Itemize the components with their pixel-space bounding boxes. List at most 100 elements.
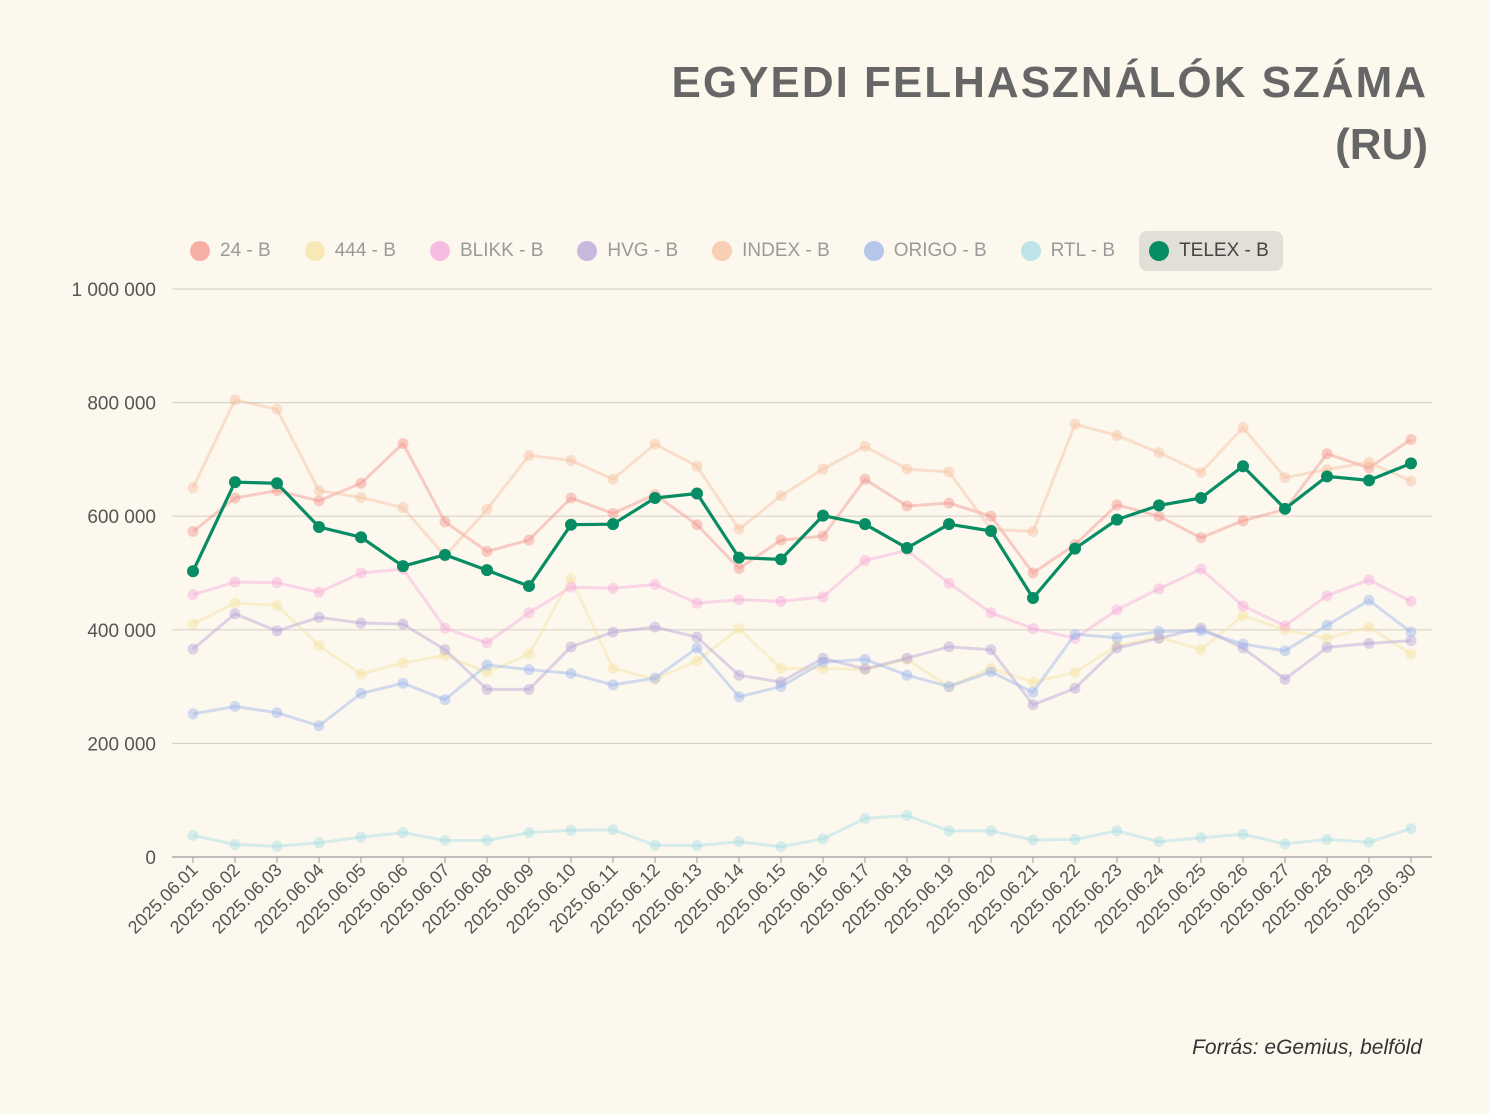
data-point-blikk-b: [1237, 600, 1249, 612]
data-point-origo-b: [1237, 638, 1249, 650]
legend-item[interactable]: BLIKK - B: [420, 231, 557, 271]
data-point-telex-b: [1027, 591, 1039, 604]
data-point-444-b: [355, 668, 367, 680]
data-point-444-b: [229, 597, 241, 609]
data-point-telex-b: [313, 520, 325, 533]
data-point-24-b: [775, 534, 787, 546]
legend-item[interactable]: ORIGO - B: [854, 231, 1001, 271]
data-point-index-b: [271, 403, 283, 415]
data-point-24-b: [397, 437, 409, 449]
data-point-origo-b: [271, 707, 283, 719]
data-point-hvg-b: [775, 676, 787, 688]
data-point-24-b: [1111, 499, 1123, 511]
data-point-24-b: [943, 497, 955, 509]
data-point-telex-b: [439, 548, 451, 561]
data-point-origo-b: [229, 700, 241, 712]
data-point-444-b: [1237, 610, 1249, 622]
data-point-24-b: [523, 534, 535, 546]
data-point-blikk-b: [523, 607, 535, 619]
data-point-24-b: [313, 495, 325, 507]
data-point-444-b: [775, 662, 787, 674]
data-point-index-b: [733, 523, 745, 535]
legend-item[interactable]: TELEX - B: [1139, 231, 1283, 271]
data-point-rtl-b: [313, 837, 325, 849]
data-point-telex-b: [901, 542, 913, 555]
data-point-origo-b: [1195, 625, 1207, 637]
legend-label: BLIKK - B: [459, 240, 544, 261]
data-point-blikk-b: [481, 637, 493, 649]
data-point-444-b: [1027, 676, 1039, 688]
data-point-origo-b: [1405, 626, 1417, 638]
data-point-rtl-b: [565, 824, 577, 836]
legend-label: 24 - B: [220, 240, 271, 261]
data-point-444-b: [565, 573, 577, 585]
data-point-blikk-b: [649, 578, 661, 590]
data-point-444-b: [439, 649, 451, 661]
data-point-blikk-b: [313, 586, 325, 598]
data-point-index-b: [313, 485, 325, 497]
data-point-index-b: [523, 449, 535, 461]
data-point-444-b: [397, 657, 409, 669]
data-point-rtl-b: [1027, 834, 1039, 846]
data-point-blikk-b: [1405, 595, 1417, 607]
data-point-index-b: [901, 463, 913, 475]
legend-swatch: [577, 241, 598, 261]
data-point-index-b: [397, 502, 409, 514]
data-point-origo-b: [943, 681, 955, 693]
data-point-index-b: [1195, 466, 1207, 478]
data-point-24-b: [229, 492, 241, 504]
data-point-hvg-b: [481, 683, 493, 695]
data-point-blikk-b: [1153, 583, 1165, 595]
data-point-rtl-b: [985, 825, 997, 837]
data-point-24-b: [901, 500, 913, 512]
data-point-telex-b: [1363, 474, 1375, 487]
data-point-telex-b: [775, 553, 787, 566]
data-point-telex-b: [1321, 470, 1333, 483]
data-point-rtl-b: [355, 831, 367, 843]
data-point-origo-b: [1111, 632, 1123, 644]
data-point-hvg-b: [1405, 635, 1417, 647]
data-point-hvg-b: [565, 641, 577, 653]
data-point-rtl-b: [271, 840, 283, 852]
data-point-blikk-b: [1279, 620, 1291, 632]
data-point-origo-b: [1363, 594, 1375, 606]
data-point-hvg-b: [1195, 622, 1207, 634]
data-point-rtl-b: [1363, 836, 1375, 848]
legend-item[interactable]: INDEX - B: [702, 231, 844, 271]
data-point-telex-b: [481, 564, 493, 577]
data-point-origo-b: [817, 656, 829, 668]
data-point-24-b: [1027, 567, 1039, 579]
data-point-origo-b: [901, 669, 913, 681]
legend-item[interactable]: RTL - B: [1011, 231, 1129, 271]
data-point-blikk-b: [1027, 623, 1039, 635]
data-point-origo-b: [607, 679, 619, 691]
data-point-index-b: [1279, 472, 1291, 484]
data-point-origo-b: [1069, 628, 1081, 640]
data-point-telex-b: [817, 509, 829, 522]
data-point-telex-b: [943, 518, 955, 531]
data-point-rtl-b: [187, 829, 199, 841]
legend-item[interactable]: 24 - B: [180, 231, 285, 271]
data-point-hvg-b: [271, 625, 283, 637]
legend-item[interactable]: 444 - B: [295, 231, 410, 271]
legend-label: INDEX - B: [742, 240, 830, 261]
data-point-index-b: [607, 473, 619, 485]
data-point-hvg-b: [1279, 673, 1291, 685]
y-tick-label: 1 000 000: [71, 280, 156, 301]
data-point-hvg-b: [229, 608, 241, 620]
data-point-hvg-b: [691, 631, 703, 643]
data-point-index-b: [943, 466, 955, 478]
data-point-origo-b: [313, 720, 325, 732]
legend-item[interactable]: HVG - B: [567, 231, 692, 271]
legend-label: ORIGO - B: [893, 240, 987, 261]
data-point-index-b: [187, 482, 199, 494]
data-point-origo-b: [523, 664, 535, 676]
data-point-hvg-b: [1027, 699, 1039, 711]
data-point-blikk-b: [859, 555, 871, 567]
data-point-24-b: [733, 562, 745, 574]
data-point-444-b: [1363, 621, 1375, 633]
data-point-444-b: [901, 653, 913, 665]
data-point-hvg-b: [1069, 682, 1081, 694]
data-point-24-b: [607, 507, 619, 519]
data-point-telex-b: [187, 565, 199, 578]
